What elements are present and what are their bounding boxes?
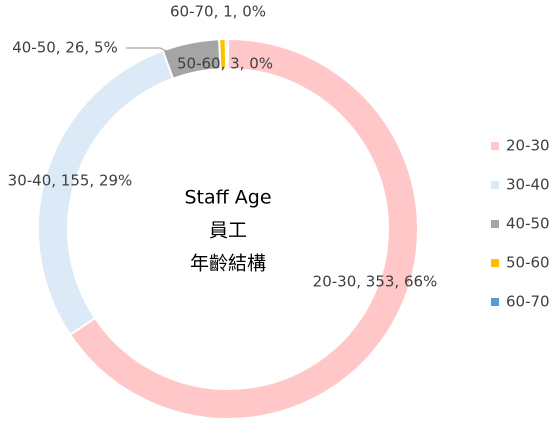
leader-line [126, 47, 186, 61]
legend-label: 30-40 [506, 176, 550, 194]
legend-swatch [491, 298, 499, 306]
center-title: Staff Age [184, 187, 271, 209]
legend-swatch [491, 142, 499, 150]
data-label: 40-50, 26, 5% [12, 39, 118, 57]
donut-slice [37, 49, 175, 337]
legend-swatch [491, 259, 499, 267]
donut-slice [68, 37, 419, 420]
legend-label: 50-60 [506, 254, 550, 272]
data-label: 30-40, 155, 29% [8, 172, 133, 190]
donut-slice [224, 37, 229, 71]
legend-swatch [491, 220, 499, 228]
data-label: 50-60, 3, 0% [177, 55, 273, 73]
center-title: 員工 [209, 220, 247, 242]
legend-label: 60-70 [506, 293, 550, 311]
legend-label: 20-30 [506, 137, 550, 155]
data-label: 60-70, 1, 0% [170, 3, 266, 21]
center-title: 年齡結構 [190, 253, 266, 275]
data-label: 20-30, 353, 66% [313, 273, 438, 291]
legend-swatch [491, 181, 499, 189]
legend-label: 40-50 [506, 215, 550, 233]
